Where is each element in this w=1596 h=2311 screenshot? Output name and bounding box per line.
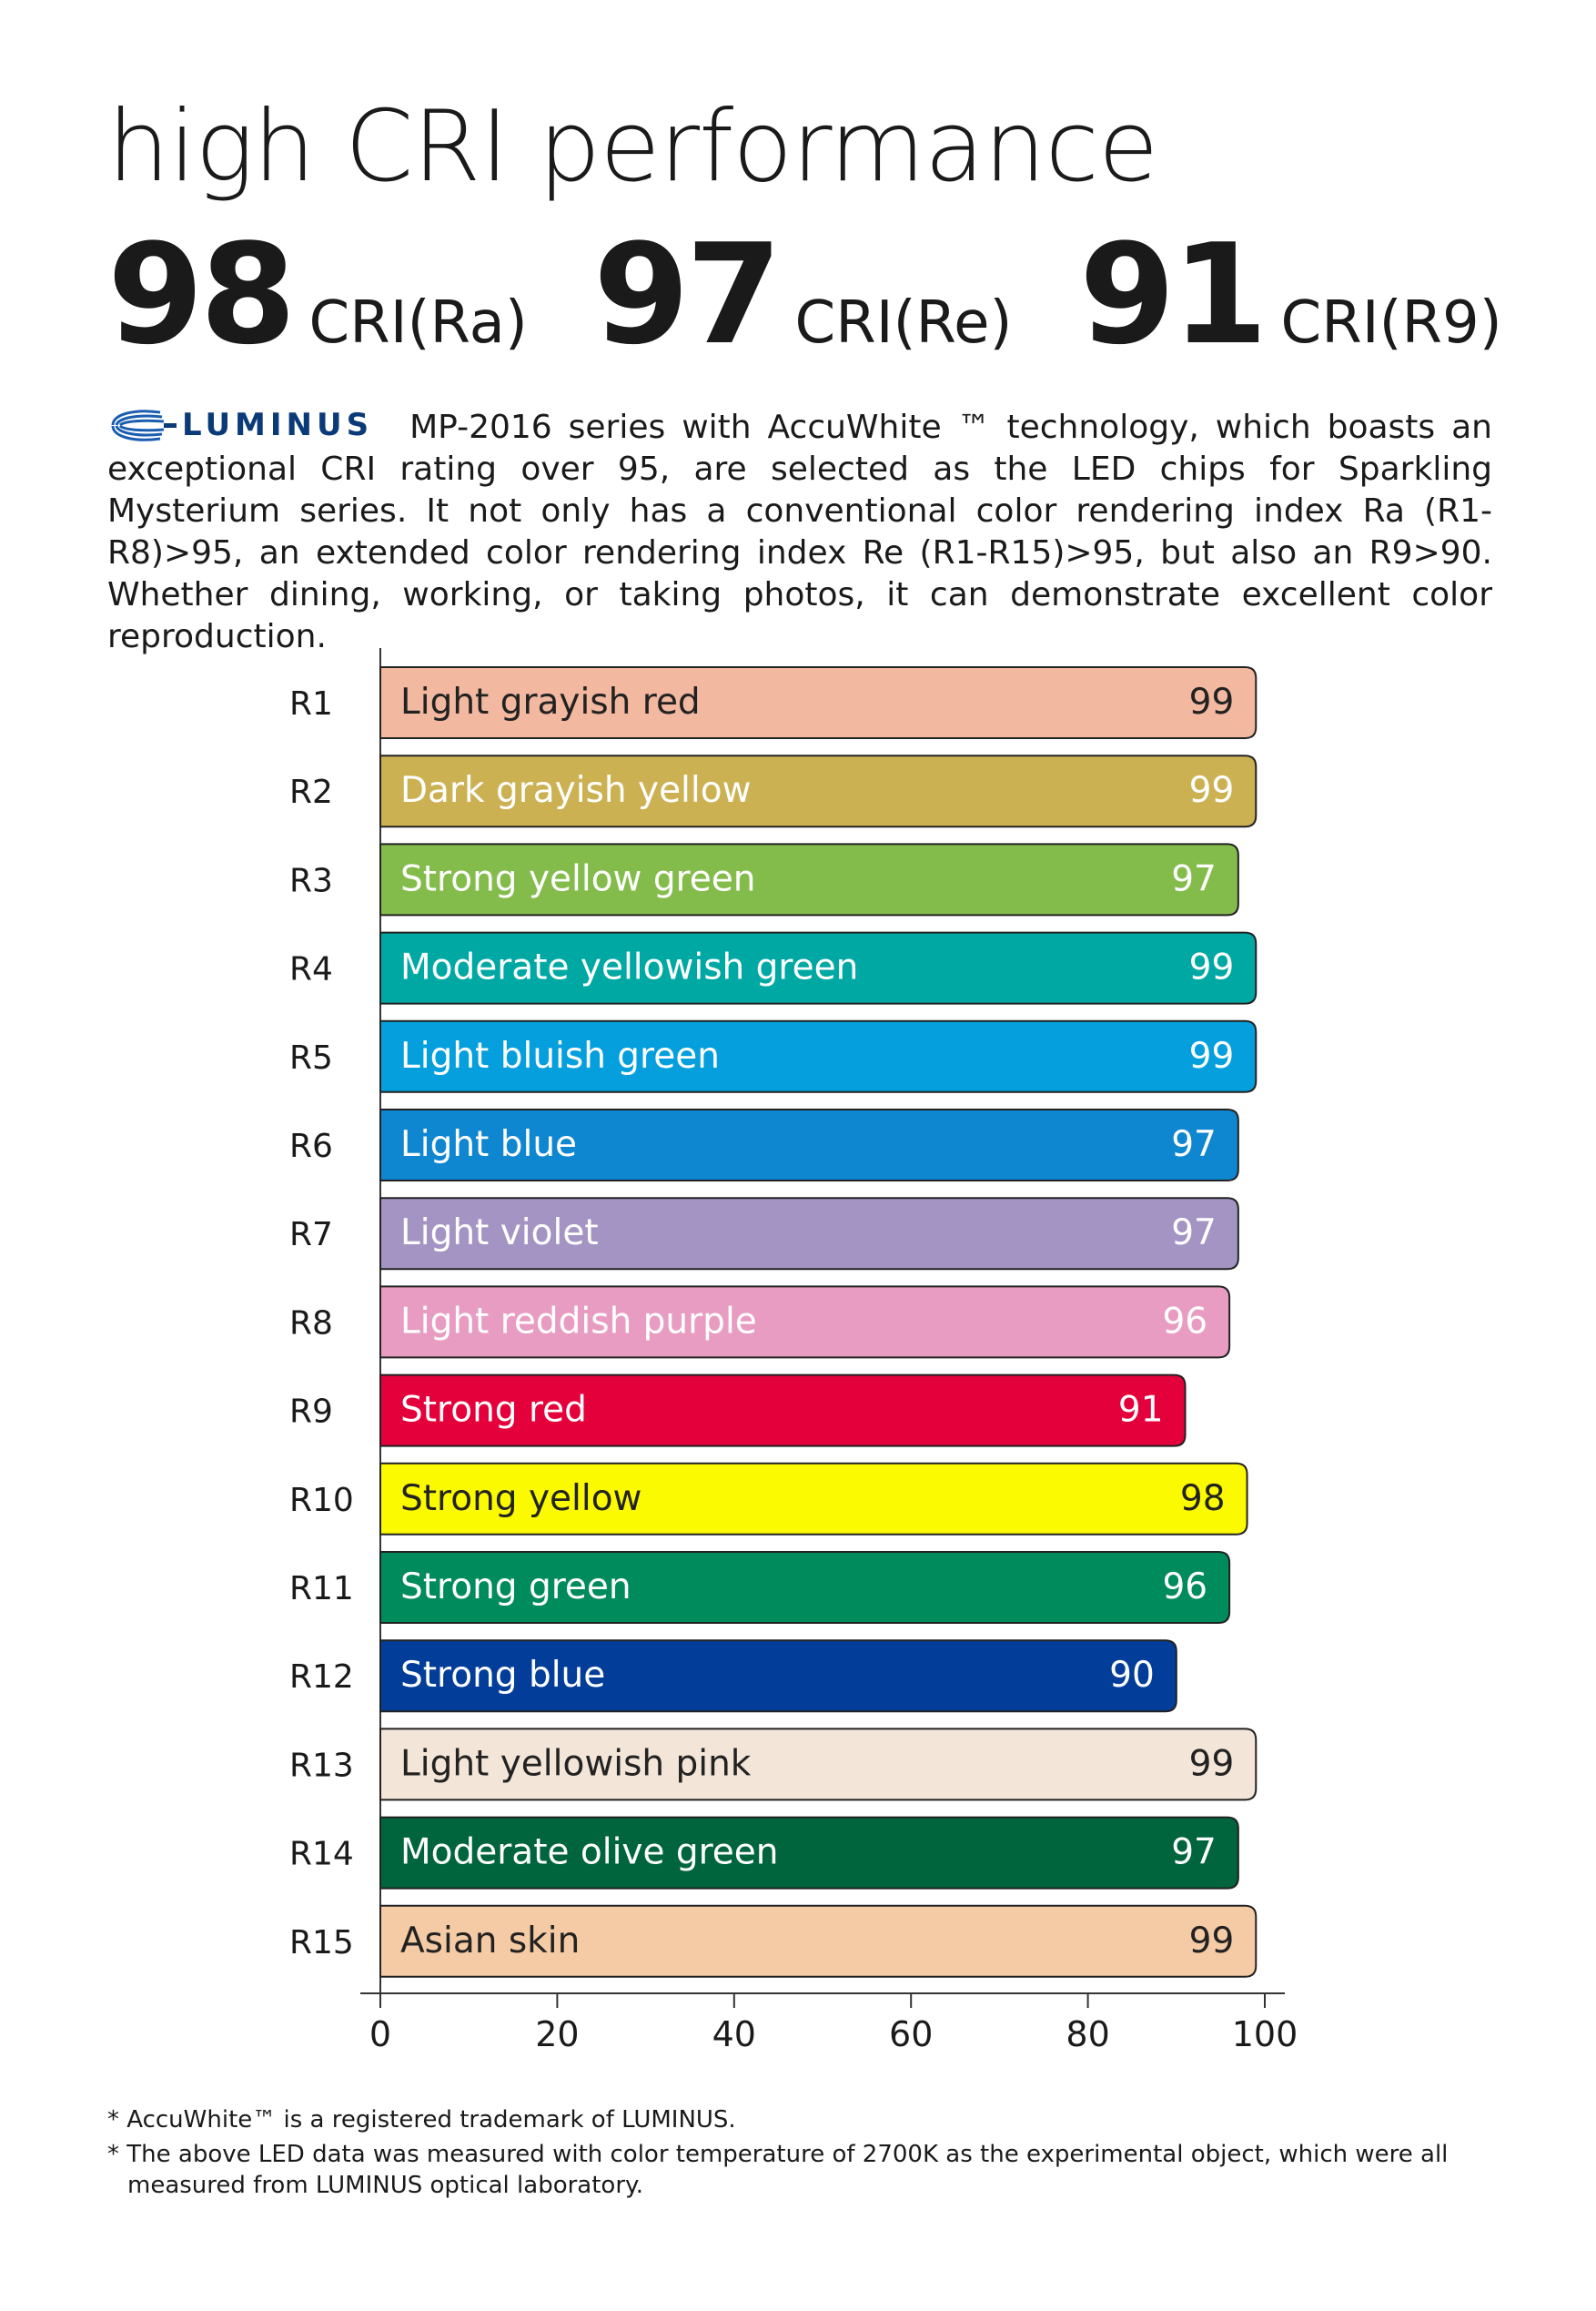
bar-name-label: Light blue xyxy=(400,1124,577,1165)
bar-name-label: Dark grayish yellow xyxy=(400,770,752,811)
x-tick-label: 100 xyxy=(1232,2014,1298,2054)
bar-name-label: Strong blue xyxy=(400,1655,605,1696)
bar xyxy=(379,1639,1177,1713)
footnote: * The above LED data was measured with c… xyxy=(107,2141,1449,2199)
category-label: R3 xyxy=(289,862,333,899)
bar xyxy=(379,1728,1258,1801)
bar-name-label: Strong green xyxy=(400,1566,631,1607)
stat-value: 98 xyxy=(107,214,297,375)
bar-name-label: Light yellowish pink xyxy=(400,1743,752,1784)
bar-name-label: Asian skin xyxy=(400,1921,580,1961)
x-tick-label: 60 xyxy=(889,2014,933,2054)
category-label: R10 xyxy=(289,1482,354,1519)
bar xyxy=(379,931,1258,1005)
category-label: R13 xyxy=(289,1747,354,1784)
footnotes: * AccuWhite™ is a registered trademark o… xyxy=(107,2104,1500,2205)
bar-value-label: 98 xyxy=(1180,1478,1226,1519)
bar-value-label: 99 xyxy=(1189,1921,1235,1961)
bar xyxy=(379,1019,1258,1093)
bar-value-label: 99 xyxy=(1189,1743,1235,1784)
bar-name-label: Strong red xyxy=(400,1390,587,1431)
bar-value-label: 97 xyxy=(1171,1832,1217,1873)
category-label: R7 xyxy=(289,1216,333,1253)
bar-name-label: Moderate yellowish green xyxy=(400,948,858,988)
category-label: R1 xyxy=(289,685,333,723)
bar-name-label: Light grayish red xyxy=(400,682,701,723)
bar xyxy=(379,1462,1248,1536)
bar xyxy=(379,666,1258,739)
luminus-logo: LUMINUS xyxy=(107,404,373,446)
luminus-swoosh-icon xyxy=(111,410,177,441)
bar-value-label: 99 xyxy=(1189,770,1235,811)
stat-value: 91 xyxy=(1079,214,1268,375)
bar-name-label: Strong yellow xyxy=(400,1478,641,1519)
bar-value-label: 91 xyxy=(1118,1390,1164,1431)
stat-label: CRI(Re) xyxy=(794,289,1013,357)
logo-text: LUMINUS xyxy=(182,407,374,443)
bar xyxy=(379,1285,1231,1359)
x-tick-label: 40 xyxy=(712,2014,756,2054)
bar-value-label: 90 xyxy=(1109,1655,1155,1696)
bar xyxy=(379,755,1258,828)
stat-label: CRI(Ra) xyxy=(308,289,528,357)
bar xyxy=(379,1816,1239,1890)
intro-text: MP-2016 series with AccuWhite ™ technolo… xyxy=(107,409,1492,655)
bar xyxy=(379,1197,1239,1271)
x-tick-label: 80 xyxy=(1066,2014,1109,2054)
bar-value-label: 97 xyxy=(1171,1124,1217,1165)
cri-bar-chart: 0 20 40 60 80 100 R1 Light grayish red 99 R2 Dark … xyxy=(289,648,1298,2054)
category-label: R11 xyxy=(289,1570,354,1607)
category-label: R6 xyxy=(289,1128,333,1165)
bar-name-label: Moderate olive green xyxy=(400,1832,779,1873)
category-label: R5 xyxy=(289,1039,333,1077)
category-label: R8 xyxy=(289,1304,333,1342)
bar-name-label: Light violet xyxy=(400,1212,599,1253)
bar-value-label: 99 xyxy=(1189,682,1235,723)
category-label: R2 xyxy=(289,774,333,811)
bar-value-label: 97 xyxy=(1171,858,1217,899)
category-label: R14 xyxy=(289,1836,354,1873)
bar-name-label: Light reddish purple xyxy=(400,1301,757,1342)
stat-value: 97 xyxy=(593,214,783,375)
bar-name-label: Strong yellow green xyxy=(400,858,756,899)
bar-value-label: 96 xyxy=(1162,1301,1207,1342)
bar xyxy=(379,1373,1187,1447)
footnote: * AccuWhite™ is a registered trademark o… xyxy=(107,2106,736,2134)
bar-value-label: 99 xyxy=(1189,1036,1235,1077)
bar xyxy=(379,1551,1231,1624)
bar xyxy=(379,1109,1239,1181)
bar xyxy=(379,843,1239,917)
x-tick-label: 20 xyxy=(535,2014,579,2054)
category-label: R9 xyxy=(289,1394,333,1431)
stat-cri-r9: 91 CRI(R9) xyxy=(1079,226,1502,364)
bar-value-label: 96 xyxy=(1162,1566,1207,1607)
category-label: R12 xyxy=(289,1658,354,1696)
category-label: R4 xyxy=(289,951,333,988)
page-title: high CRI performance xyxy=(107,90,1158,204)
bar xyxy=(379,1904,1258,1978)
stat-cri-ra: 98 CRI(Ra) xyxy=(107,226,528,364)
bar-value-label: 97 xyxy=(1171,1212,1217,1253)
stat-cri-re: 97 CRI(Re) xyxy=(593,226,1013,364)
bar-value-label: 99 xyxy=(1189,948,1235,988)
stat-label: CRI(R9) xyxy=(1280,289,1502,357)
intro-paragraph: LUMINUS MP-2016 series with AccuWhite ™ … xyxy=(107,404,1492,658)
category-label: R15 xyxy=(289,1924,354,1961)
x-tick-label: 0 xyxy=(369,2014,391,2054)
bar-name-label: Light bluish green xyxy=(400,1036,720,1077)
